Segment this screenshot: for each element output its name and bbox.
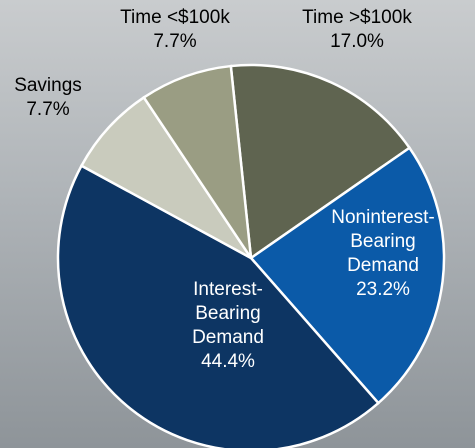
value-label: 7.7% <box>100 30 250 54</box>
value-label: 17.0% <box>282 30 432 54</box>
value-label: 23.2% <box>327 278 439 302</box>
category-label: Savings <box>0 74 123 98</box>
value-label: 7.7% <box>0 98 123 122</box>
category-label: Noninterest-Bearing Demand <box>327 206 439 278</box>
value-label: 44.4% <box>172 350 284 374</box>
category-label: Time <$100k <box>100 6 250 30</box>
category-label: Time >$100k <box>282 6 432 30</box>
category-label: Interest-Bearing Demand <box>172 278 284 350</box>
chart: Time >$100k17.0% Noninterest-Bearing Dema… <box>0 0 475 448</box>
